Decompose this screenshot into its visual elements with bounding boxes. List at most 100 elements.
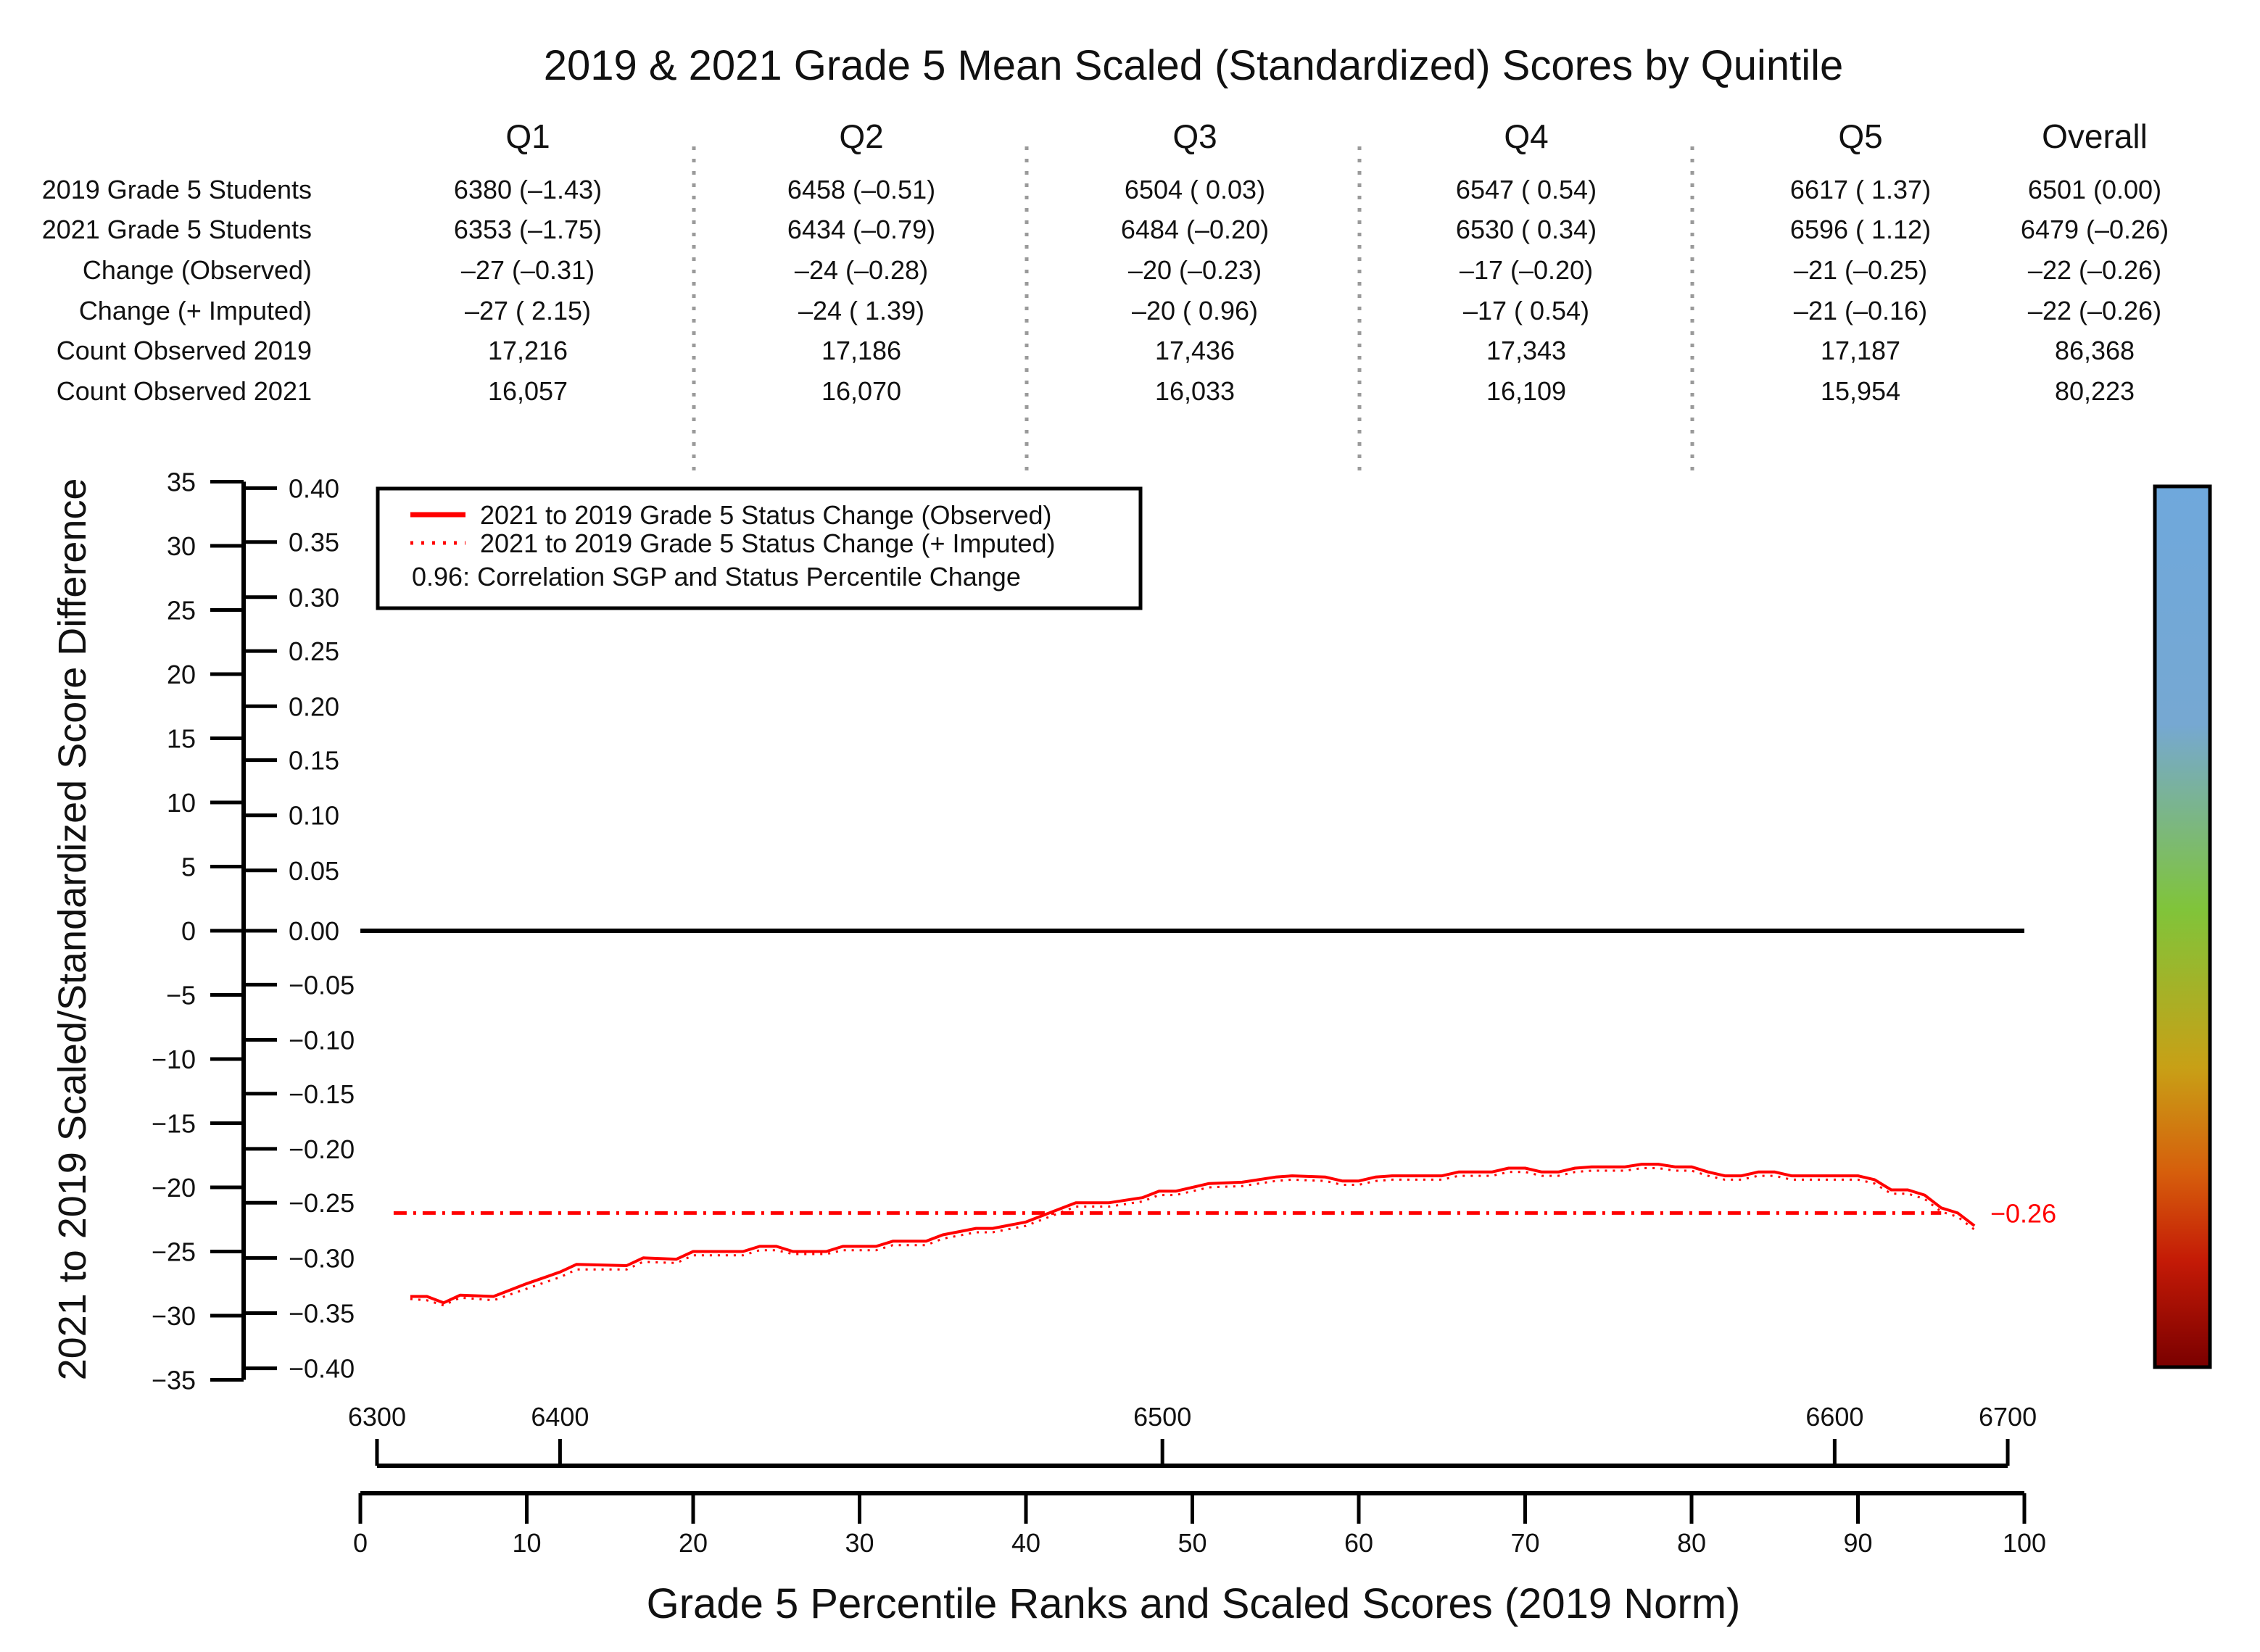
- table-header: Overall: [2042, 117, 2148, 155]
- table-cell: 6434 (–0.79): [787, 215, 935, 244]
- legend-note: 0.96: Correlation SGP and Status Percent…: [412, 562, 1021, 592]
- y-tick-label-standardized: −0.40: [289, 1354, 355, 1384]
- x-tick-label-percentile: 80: [1677, 1528, 1706, 1558]
- summary-table: Q1 Q2 Q3 Q4 Q5 Overall 2019 Grade 5 Students 63…: [42, 117, 2169, 475]
- y-tick-label-standardized: 0.35: [289, 528, 339, 557]
- series-line-imputed: [410, 1167, 1976, 1307]
- table-cell: 17,436: [1155, 336, 1235, 365]
- y-tick-label-scaled: 30: [167, 531, 196, 561]
- table-header: Q3: [1172, 117, 1217, 155]
- chart-title: 2019 & 2021 Grade 5 Mean Scaled (Standar…: [544, 42, 1844, 89]
- y-tick-label-scaled: 10: [167, 788, 196, 818]
- x-tick-label-scaled-score: 6600: [1805, 1402, 1863, 1432]
- y-tick-label-standardized: −0.25: [289, 1188, 355, 1218]
- series-line-observed: [410, 1163, 1976, 1305]
- table-cell: 6501 (0.00): [2028, 175, 2161, 204]
- table-cell: 6458 (–0.51): [787, 175, 935, 204]
- y-tick-label-standardized: 0.40: [289, 473, 339, 503]
- table-header: Q1: [505, 117, 550, 155]
- colorbar: [2153, 484, 2212, 1369]
- y-tick-label-scaled: 0: [181, 916, 196, 946]
- y-tick-label-standardized: 0.30: [289, 583, 339, 613]
- y-tick-label-standardized: 0.10: [289, 801, 339, 831]
- y-tick-label-scaled: 5: [181, 852, 196, 882]
- y-tick-label-scaled: −30: [152, 1301, 196, 1331]
- y-tick-label-standardized: −0.20: [289, 1134, 355, 1164]
- x-tick-label-percentile: 10: [512, 1528, 541, 1558]
- x-tick-label-percentile: 20: [679, 1528, 708, 1558]
- y-tick-label-standardized: 0.25: [289, 636, 339, 666]
- table-cell: –27 (–0.31): [461, 255, 595, 285]
- table-cell: 15,954: [1821, 376, 1900, 406]
- table-cell: –22 (–0.26): [2028, 296, 2161, 325]
- x-tick-label-percentile: 90: [1843, 1528, 1872, 1558]
- table-cell: 17,343: [1486, 336, 1566, 365]
- table-row-label: Count Observed 2021: [57, 376, 312, 406]
- table-cell: 17,187: [1821, 336, 1900, 365]
- reference-line-label: −0.26: [1990, 1198, 2056, 1228]
- x-tick-label-percentile: 30: [845, 1528, 874, 1558]
- table-cell: 16,070: [821, 376, 901, 406]
- table-cell: 16,057: [488, 376, 568, 406]
- table-cell: –17 ( 0.54): [1463, 296, 1589, 325]
- table-cell: –21 (–0.25): [1794, 255, 1927, 285]
- table-cell: 16,109: [1486, 376, 1566, 406]
- table-row-label: Change (+ Imputed): [79, 296, 312, 325]
- y-tick-label-standardized: 0.05: [289, 856, 339, 886]
- legend-label-imputed: 2021 to 2019 Grade 5 Status Change (+ Im…: [480, 528, 1056, 558]
- table-cell: 6484 (–0.20): [1121, 215, 1269, 244]
- y-tick-label-standardized: −0.10: [289, 1025, 355, 1055]
- x-tick-label-scaled-score: 6300: [348, 1402, 406, 1432]
- table-cell: –22 (–0.26): [2028, 255, 2161, 285]
- y-tick-label-standardized: −0.30: [289, 1243, 355, 1273]
- y-tick-label-standardized: 0.15: [289, 746, 339, 776]
- table-header: Q2: [839, 117, 883, 155]
- y-tick-label-scaled: −25: [152, 1237, 196, 1267]
- table-row-label: 2019 Grade 5 Students: [42, 175, 312, 204]
- y-tick-label-standardized: −0.35: [289, 1298, 355, 1328]
- y-tick-label-scaled: 15: [167, 724, 196, 754]
- table-cell: –21 (–0.16): [1794, 296, 1927, 325]
- table-cell: –24 ( 1.39): [798, 296, 924, 325]
- y-tick-label-scaled: −15: [152, 1109, 196, 1139]
- table-cell: 6479 (–0.26): [2021, 215, 2169, 244]
- y-tick-label-scaled: −35: [152, 1366, 196, 1395]
- table-row-label: Count Observed 2019: [57, 336, 312, 365]
- y-tick-label-standardized: −0.05: [289, 970, 355, 1000]
- y-tick-label-scaled: −10: [152, 1045, 196, 1074]
- x-tick-label-percentile: 70: [1510, 1528, 1539, 1558]
- x-tick-label-percentile: 0: [353, 1528, 368, 1558]
- y-tick-label-scaled: −20: [152, 1173, 196, 1203]
- table-cell: –20 ( 0.96): [1132, 296, 1258, 325]
- table-cell: 17,216: [488, 336, 568, 365]
- x-tick-label-percentile: 40: [1011, 1528, 1040, 1558]
- table-cell: 6547 ( 0.54): [1456, 175, 1597, 204]
- y-tick-label-scaled: 35: [167, 468, 196, 497]
- y-tick-label-standardized: 0.20: [289, 692, 339, 721]
- table-cell: 16,033: [1155, 376, 1235, 406]
- table-cell: –20 (–0.23): [1128, 255, 1262, 285]
- x-tick-label-scaled-score: 6700: [1979, 1402, 2037, 1432]
- table-cell: 6596 ( 1.12): [1790, 215, 1931, 244]
- x-tick-label-percentile: 60: [1344, 1528, 1373, 1558]
- colorbar-gradient: [2153, 484, 2212, 1369]
- table-header: Q4: [1504, 117, 1548, 155]
- table-cell: 86,368: [2055, 336, 2135, 365]
- plot-area: −0.26: [360, 929, 2056, 1307]
- table-cell: 6380 (–1.43): [454, 175, 602, 204]
- y-tick-label-scaled: 25: [167, 596, 196, 626]
- legend-label-observed: 2021 to 2019 Grade 5 Status Change (Obse…: [480, 500, 1052, 530]
- table-cell: –27 ( 2.15): [465, 296, 591, 325]
- table-cell: 17,186: [821, 336, 901, 365]
- x-tick-label-percentile: 100: [2003, 1528, 2046, 1558]
- table-cell: 6617 ( 1.37): [1790, 175, 1931, 204]
- y-tick-label-standardized: 0.00: [289, 916, 339, 946]
- x-tick-label-scaled-score: 6500: [1133, 1402, 1191, 1432]
- table-cell: 6353 (–1.75): [454, 215, 602, 244]
- table-cell: 6504 ( 0.03): [1125, 175, 1265, 204]
- x-tick-label-scaled-score: 6400: [531, 1402, 589, 1432]
- legend-box: [376, 486, 1143, 610]
- y-tick-label-scaled: 20: [167, 660, 196, 689]
- table-cell: –17 (–0.20): [1460, 255, 1593, 285]
